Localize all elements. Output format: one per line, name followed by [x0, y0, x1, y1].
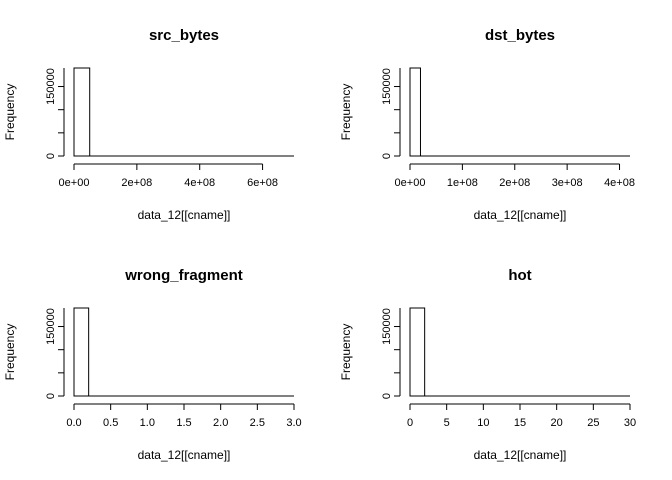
- x-tick-label: 0.5: [103, 417, 118, 429]
- x-axis-label: data_12[[cname]]: [138, 208, 231, 222]
- histogram-bar: [73, 307, 90, 397]
- x-axis-label: data_12[[cname]]: [474, 448, 567, 462]
- x-tick-label: 1e+08: [447, 177, 478, 189]
- y-axis-label: Frequency: [339, 84, 353, 141]
- x-tick-label: 3e+08: [552, 177, 583, 189]
- x-axis-label: data_12[[cname]]: [138, 448, 231, 462]
- x-axis-label: data_12[[cname]]: [474, 208, 567, 222]
- chart-title: wrong_fragment: [124, 267, 243, 284]
- y-tick-label: 150000: [45, 308, 57, 345]
- histogram-bar: [409, 307, 426, 397]
- x-tick-label: 15: [514, 417, 526, 429]
- y-axis-label: Frequency: [339, 324, 353, 381]
- x-tick-label: 4e+08: [184, 177, 215, 189]
- x-tick-label: 2.0: [213, 417, 228, 429]
- histogram-panel-wrong-fragment: wrong_fragment 0.0 0.5 1.0 1.5 2.0 2.5 3.0 0 1500…: [3, 267, 302, 462]
- chart-title: src_bytes: [149, 27, 219, 44]
- y-tick-label: 0: [45, 393, 57, 399]
- histogram-panel-src-bytes: src_bytes 0e+00 2e+08 4e+08 6e+08 0 150000 data…: [3, 27, 294, 222]
- histogram-panel-dst-bytes: dst_bytes 0e+00 1e+08 2e+08 3e+08 4e+08 0 15000…: [339, 27, 635, 222]
- histogram-bar: [73, 67, 91, 157]
- x-tick-label: 6e+08: [247, 177, 278, 189]
- chart-title: dst_bytes: [485, 27, 555, 44]
- x-tick-label: 0e+00: [59, 177, 90, 189]
- y-tick-label: 150000: [381, 308, 393, 345]
- y-tick-label: 150000: [45, 68, 57, 105]
- x-tick-label: 2.5: [250, 417, 265, 429]
- x-tick-label: 0.0: [66, 417, 81, 429]
- x-tick-label: 3.0: [286, 417, 301, 429]
- x-tick-label: 1.0: [140, 417, 155, 429]
- x-tick-label: 1.5: [176, 417, 191, 429]
- histogram-bar: [409, 67, 421, 157]
- y-tick-label: 0: [45, 153, 57, 159]
- x-tick-label: 30: [624, 417, 636, 429]
- y-axis-label: Frequency: [3, 324, 17, 381]
- x-tick-label: 5: [444, 417, 450, 429]
- x-tick-label: 4e+08: [604, 177, 635, 189]
- y-tick-label: 150000: [381, 68, 393, 105]
- x-tick-label: 2e+08: [499, 177, 530, 189]
- x-tick-label: 25: [587, 417, 599, 429]
- x-tick-label: 20: [551, 417, 563, 429]
- x-tick-label: 10: [477, 417, 489, 429]
- y-tick-label: 0: [381, 393, 393, 399]
- x-tick-label: 0e+00: [395, 177, 426, 189]
- x-tick-label: 0: [407, 417, 413, 429]
- y-axis-label: Frequency: [3, 84, 17, 141]
- chart-title: hot: [508, 267, 531, 284]
- y-tick-label: 0: [381, 153, 393, 159]
- x-tick-label: 2e+08: [121, 177, 152, 189]
- histogram-panel-hot: hot 0 5 10 15 20 25 30 0 150000 data_12[[cname]] Fr…: [339, 267, 636, 462]
